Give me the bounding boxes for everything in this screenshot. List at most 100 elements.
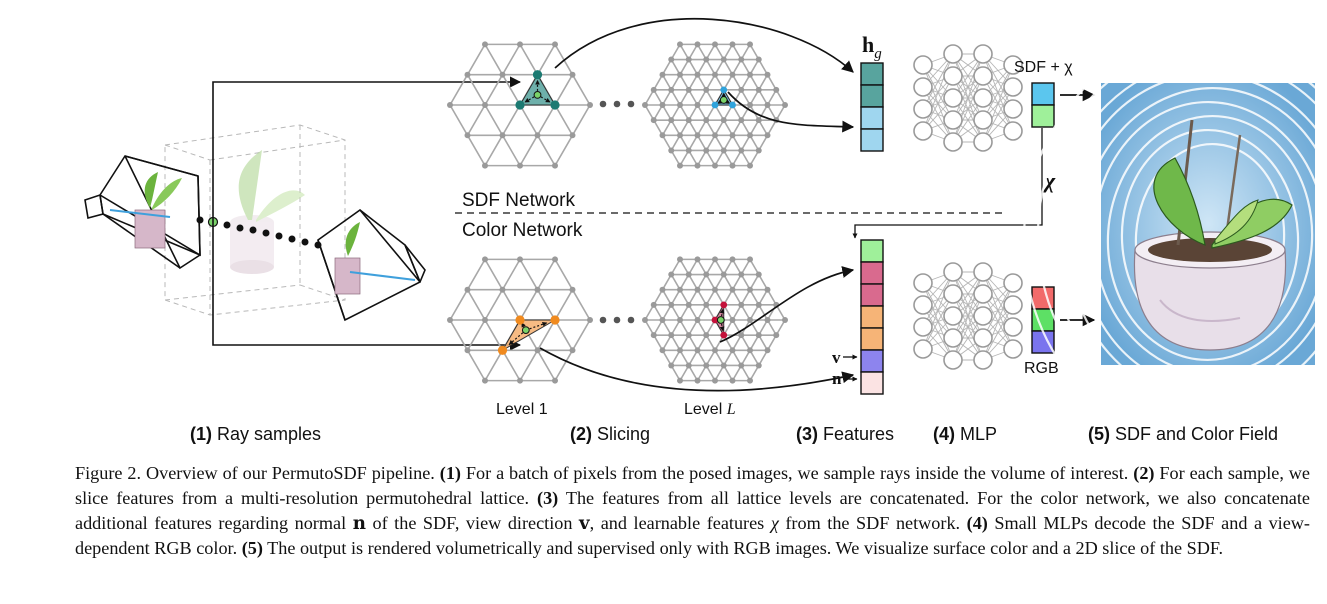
mlp-neuron bbox=[943, 44, 963, 64]
caption-math-v: v bbox=[579, 513, 590, 534]
color-feature-vector bbox=[860, 239, 884, 395]
slicing-arrows bbox=[539, 18, 855, 392]
simplex-vertex bbox=[711, 316, 719, 324]
caption-text: of the SDF, view direction bbox=[365, 513, 580, 533]
mlp-neuron bbox=[913, 77, 933, 97]
sample-point bbox=[716, 316, 725, 324]
simplex-vertex bbox=[720, 301, 728, 309]
caption-math-chi: χ bbox=[770, 513, 779, 533]
mlp-neuron bbox=[973, 328, 993, 348]
simplex-vertex bbox=[720, 86, 728, 94]
ray-samples-illustration bbox=[84, 76, 522, 351]
sdf-contour-ring bbox=[1106, 114, 1314, 362]
stage-label-sdf-color-field: (5) SDF and Color Field bbox=[1088, 424, 1278, 444]
mlp-neuron bbox=[943, 306, 963, 326]
sdf-lattice-level-1 bbox=[447, 41, 593, 169]
mlp-neuron bbox=[913, 99, 933, 119]
mlp-neuron bbox=[1003, 121, 1023, 141]
mlp-neuron bbox=[943, 350, 963, 370]
sdf-mlp bbox=[913, 44, 1023, 152]
sdf-network-label: SDF Network bbox=[462, 190, 575, 211]
ellipsis-dot-bot-2 bbox=[613, 316, 621, 324]
mlp-neuron bbox=[973, 132, 993, 152]
mlp-neuron bbox=[973, 350, 993, 370]
left-camera-plant-icon bbox=[134, 172, 182, 249]
simplex-vertex bbox=[720, 331, 728, 339]
color-feature-cell-7 bbox=[860, 371, 884, 395]
caption-step-5: (5) bbox=[241, 538, 263, 558]
mlp-neuron bbox=[943, 262, 963, 282]
mlp-neuron bbox=[943, 66, 963, 86]
color-feature-cell-5 bbox=[860, 327, 884, 351]
mlp-neuron bbox=[943, 88, 963, 108]
mlp-neuron bbox=[973, 110, 993, 130]
stage-label-mlp: (4) MLP bbox=[933, 424, 997, 444]
sdf-contour-ring bbox=[1078, 86, 1327, 390]
caption-math-n: n bbox=[352, 513, 366, 534]
active-simplex bbox=[501, 319, 557, 352]
right-camera-plant-icon bbox=[334, 222, 361, 295]
mlp-neuron bbox=[943, 110, 963, 130]
color-feature-cell-4 bbox=[860, 305, 884, 329]
mlp-neuron bbox=[1003, 339, 1023, 359]
ellipsis-dot-top-1 bbox=[599, 100, 607, 108]
mlp-neuron bbox=[913, 339, 933, 359]
sample-point bbox=[533, 90, 542, 99]
rgb-output-cell-3 bbox=[1031, 330, 1055, 354]
mlp-neuron bbox=[973, 66, 993, 86]
sdf-feature-vector bbox=[860, 62, 884, 152]
caption-step-1: (1) bbox=[439, 463, 461, 483]
caption-text: The features from all lattice levels are… bbox=[75, 488, 1310, 533]
level-l-label: Level L bbox=[684, 401, 736, 418]
ellipsis-dot-top-2 bbox=[613, 100, 621, 108]
sdf-color-field-render bbox=[1022, 30, 1327, 446]
hg-label: hg bbox=[862, 32, 882, 62]
mlp-neuron bbox=[973, 44, 993, 64]
mlp-neuron bbox=[913, 121, 933, 141]
mlp-neuron bbox=[913, 55, 933, 75]
sdf-feature-cell-4 bbox=[860, 128, 884, 152]
mlp-neuron bbox=[1003, 77, 1023, 97]
mlp-neuron bbox=[973, 262, 993, 282]
mlp-neuron bbox=[973, 306, 993, 326]
level-1-label: Level 1 bbox=[496, 401, 548, 418]
pipeline-figure: SDF Network Color Network Level 1 Level … bbox=[84, 18, 1327, 446]
caption-text: For each sample, we slice features from … bbox=[75, 463, 1310, 508]
caption-step-3: (3) bbox=[537, 488, 559, 508]
color-network-label: Color Network bbox=[462, 220, 583, 241]
ellipsis-dot-top-3 bbox=[627, 100, 635, 108]
ray-sample-dots bbox=[196, 216, 322, 249]
mlp-neuron bbox=[1003, 99, 1023, 119]
mlp-neuron bbox=[943, 284, 963, 304]
sdf-feature-cell-1 bbox=[860, 62, 884, 86]
sdf-contour-ring bbox=[1092, 100, 1327, 376]
caption-text: , and learnable features bbox=[589, 513, 771, 533]
mlp-neuron bbox=[913, 273, 933, 293]
simplex-vertex bbox=[729, 101, 736, 109]
ellipsis-dot-bot-3 bbox=[627, 316, 635, 324]
simplex-vertex bbox=[532, 70, 543, 80]
simplex-vertex bbox=[550, 100, 560, 110]
mlp-neuron bbox=[1003, 317, 1023, 337]
sample-point bbox=[719, 96, 728, 104]
view-direction-label: v bbox=[832, 348, 841, 367]
mlp-neuron bbox=[913, 295, 933, 315]
simplex-vertex bbox=[497, 345, 508, 355]
rgb-output-vector bbox=[1031, 286, 1055, 354]
mlp-neuron bbox=[943, 132, 963, 152]
sdf-feature-cell-3 bbox=[860, 106, 884, 130]
caption-text: from the SDF network. bbox=[778, 513, 967, 533]
sdf-output-cell-1 bbox=[1031, 82, 1055, 106]
mlp-neuron bbox=[973, 284, 993, 304]
figure-caption: Figure 2. Overview of our PermutoSDF pip… bbox=[75, 461, 1310, 561]
ellipsis-dot-bot-1 bbox=[599, 316, 607, 324]
mlp-neuron bbox=[973, 88, 993, 108]
sdf-lattice-level-L bbox=[642, 41, 788, 169]
mlp-neuron bbox=[1003, 273, 1023, 293]
caption-text: The output is rendered volumetrically an… bbox=[262, 538, 1224, 558]
sdf-chi-label: SDF + χ bbox=[1014, 59, 1073, 76]
color-mlp bbox=[913, 262, 1023, 370]
sdf-contour-ring bbox=[1064, 72, 1327, 404]
color-feature-cell-6 bbox=[860, 349, 884, 373]
normal-label: n bbox=[832, 369, 842, 388]
